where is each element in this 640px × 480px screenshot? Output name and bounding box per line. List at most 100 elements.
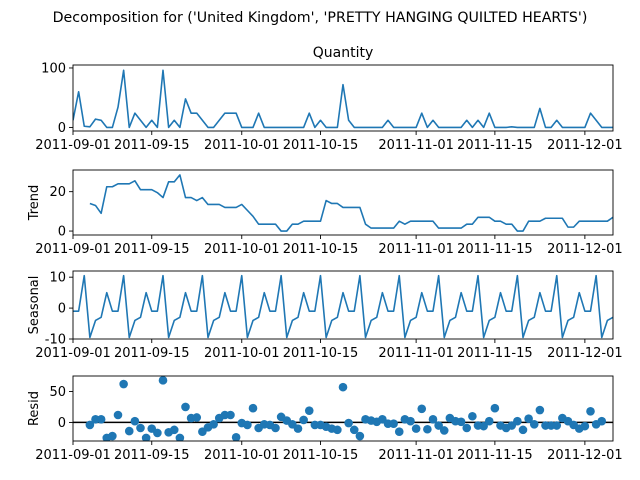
resid-point [524,414,533,424]
x-tick-label: 2011-12-01 [547,242,623,257]
resid-point [248,403,258,413]
resid-point [389,419,398,428]
resid-point [119,379,128,389]
series-line-observed [73,69,613,129]
resid-point [513,416,522,426]
x-tick-label: 2011-11-15 [457,448,533,463]
resid-point [85,420,95,430]
x-tick-label: 2011-11-01 [378,138,454,153]
resid-point [417,404,427,414]
x-tick-label: 2011-11-01 [378,448,454,463]
series-line-trend [89,174,613,232]
x-tick-label: 2011-10-01 [204,242,280,257]
resid-point [355,431,365,441]
resid-point [130,416,140,426]
x-tick-label: 2011-11-15 [457,242,533,257]
resid-point [468,411,477,421]
x-tick-label: 2011-09-01 [35,242,111,257]
resid-point [338,382,348,392]
resid-point [136,423,145,433]
resid-point [344,418,353,428]
x-tick-label: 2011-10-01 [204,346,280,361]
resid-point [439,426,449,435]
resid-point [462,423,472,433]
x-tick-label: 2011-10-15 [283,346,359,361]
panel-title-observed: Quantity [313,45,374,61]
resid-point [293,424,303,433]
figure-suptitle: Decomposition for ('United Kingdom', 'PR… [53,10,588,26]
resid-point [299,415,308,425]
x-tick-label: 2011-10-15 [283,448,359,463]
x-tick-label: 2011-12-01 [547,448,623,463]
resid-point [580,421,590,431]
resid-point [490,403,500,413]
y-tick-label: 100 [41,61,66,76]
x-tick-label: 2011-12-01 [547,346,623,361]
y-tick-label: -10 [45,333,66,348]
resid-point [434,421,443,430]
resid-point [552,421,562,430]
y-tick-label: 20 [49,185,66,200]
x-tick-label: 2011-10-01 [204,138,280,153]
resid-point [428,415,438,424]
resid-point [158,376,168,385]
axes-frame-observed [72,64,614,132]
x-tick-label: 2011-10-15 [283,138,359,153]
plot-area-trend [89,174,613,232]
x-tick-label: 2011-10-15 [283,242,359,257]
x-tick-label: 2011-09-15 [114,346,190,361]
resid-point [141,433,151,441]
resid-point [113,410,123,420]
y-tick-label: 0 [58,302,66,317]
plot-area-resid [73,376,613,441]
resid-point [535,405,545,415]
x-tick-label: 2011-11-01 [378,242,454,257]
resid-point [479,421,488,431]
panel-trend: 0 20 2011-09-01 2011-09-15 2011-10-01 2011-10… [27,169,623,257]
y-tick-label: 10 [49,271,66,286]
resid-point [597,416,607,426]
y-tick-label: 50 [49,385,66,400]
resid-point [231,432,241,441]
resid-point [271,423,280,433]
x-tick-label: 2011-09-01 [35,448,111,463]
x-tick-label: 2011-09-15 [114,448,190,463]
axes-frame-seasonal [72,270,614,340]
resid-point [529,419,539,429]
plot-area-seasonal [73,274,613,339]
resid-point [518,425,528,435]
plot-area-observed [73,69,613,129]
resid-point [153,428,162,438]
x-tick-label: 2011-09-01 [35,138,111,153]
y-tick-label: 0 [58,416,66,431]
resid-point [349,425,359,435]
resid-point [124,426,134,436]
resid-point [226,410,235,420]
resid-point [484,416,494,426]
series-line-seasonal [73,274,613,339]
resid-point [411,424,421,433]
resid-point [304,406,314,415]
y-axis-label-trend: Trend [27,185,42,222]
y-tick-label: 0 [58,121,66,136]
resid-point [108,431,117,441]
x-tick-label: 2011-09-01 [35,346,111,361]
resid-point [209,419,218,429]
axes-frame-resid [72,375,614,442]
resid-point [406,416,415,426]
resid-point [181,402,190,412]
x-tick-label: 2011-11-01 [378,346,454,361]
y-tick-label: 0 [58,225,66,240]
resid-point [456,417,466,427]
y-axis-label-resid: Resid [27,391,42,426]
resid-point [169,425,179,435]
resid-point [96,415,106,424]
resid-point [333,425,342,435]
resid-point [394,427,404,437]
resid-point [175,433,185,441]
x-tick-label: 2011-11-15 [457,346,533,361]
panel-resid: 0 50 2011-09-01 2011-09-15 2011-10-01 2011-10… [27,375,623,463]
